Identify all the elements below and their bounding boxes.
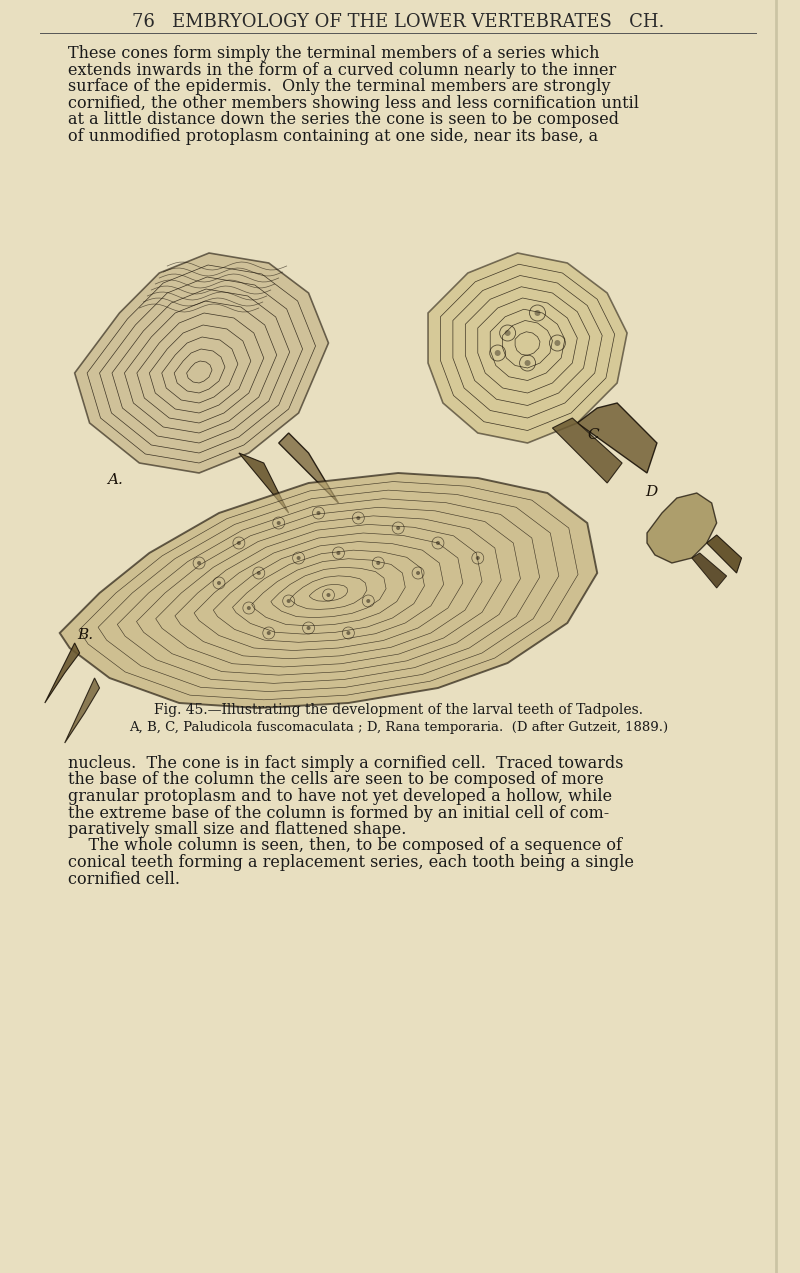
Circle shape (376, 561, 380, 565)
Circle shape (396, 526, 400, 530)
Circle shape (317, 510, 321, 516)
Circle shape (356, 516, 360, 519)
Circle shape (505, 330, 510, 336)
Circle shape (217, 580, 221, 586)
Polygon shape (647, 493, 717, 563)
Text: the base of the column the cells are seen to be composed of more: the base of the column the cells are see… (68, 771, 603, 788)
Circle shape (346, 631, 350, 635)
Circle shape (366, 600, 370, 603)
Polygon shape (553, 418, 622, 482)
Circle shape (297, 556, 301, 560)
Text: Fig. 45.—Illustrating the development of the larval teeth of Tadpoles.: Fig. 45.—Illustrating the development of… (154, 703, 642, 717)
Text: of unmodified protoplasm containing at one side, near its base, a: of unmodified protoplasm containing at o… (68, 127, 598, 145)
Text: extends inwards in the form of a curved column nearly to the inner: extends inwards in the form of a curved … (68, 61, 616, 79)
Polygon shape (239, 453, 289, 513)
Circle shape (277, 521, 281, 524)
Text: 76   EMBRYOLOGY OF THE LOWER VERTEBRATES   CH.: 76 EMBRYOLOGY OF THE LOWER VERTEBRATES C… (132, 13, 664, 31)
Text: at a little distance down the series the cone is seen to be composed: at a little distance down the series the… (68, 111, 618, 129)
Circle shape (257, 572, 261, 575)
Polygon shape (45, 643, 80, 703)
Text: A.: A. (107, 474, 123, 488)
Circle shape (534, 311, 541, 316)
Text: the extreme base of the column is formed by an initial cell of com-: the extreme base of the column is formed… (68, 805, 609, 821)
Polygon shape (60, 474, 598, 708)
Circle shape (247, 606, 251, 610)
Text: conical teeth forming a replacement series, each tooth being a single: conical teeth forming a replacement seri… (68, 854, 634, 871)
Circle shape (286, 600, 290, 603)
Circle shape (476, 556, 480, 560)
Circle shape (436, 541, 440, 545)
Circle shape (554, 340, 560, 346)
Text: paratively small size and flattened shape.: paratively small size and flattened shap… (68, 821, 406, 838)
Text: These cones form simply the terminal members of a series which: These cones form simply the terminal mem… (68, 45, 599, 62)
Text: cornified, the other members showing less and less cornification until: cornified, the other members showing les… (68, 94, 638, 112)
Circle shape (326, 593, 330, 597)
Text: cornified cell.: cornified cell. (68, 871, 180, 887)
Polygon shape (428, 253, 627, 443)
Text: A, B, C, Paludicola fuscomaculata ; D, Rana temporaria.  (D after Gutzeit, 1889.: A, B, C, Paludicola fuscomaculata ; D, R… (129, 721, 668, 735)
Polygon shape (278, 433, 338, 503)
Text: B.: B. (78, 628, 94, 642)
Circle shape (525, 360, 530, 367)
Circle shape (337, 551, 341, 555)
Polygon shape (74, 253, 329, 474)
Text: C: C (587, 428, 599, 442)
Circle shape (494, 350, 501, 356)
Polygon shape (706, 535, 742, 573)
Polygon shape (578, 404, 657, 474)
Text: granular protoplasm and to have not yet developed a hollow, while: granular protoplasm and to have not yet … (68, 788, 612, 805)
Circle shape (416, 572, 420, 575)
Circle shape (237, 541, 241, 545)
Text: D: D (645, 485, 658, 499)
Polygon shape (65, 679, 99, 743)
Circle shape (306, 626, 310, 630)
Text: surface of the epidermis.  Only the terminal members are strongly: surface of the epidermis. Only the termi… (68, 78, 610, 95)
Circle shape (266, 631, 270, 635)
Text: The whole column is seen, then, to be composed of a sequence of: The whole column is seen, then, to be co… (68, 838, 622, 854)
Text: nucleus.  The cone is in fact simply a cornified cell.  Traced towards: nucleus. The cone is in fact simply a co… (68, 755, 623, 771)
Circle shape (197, 561, 201, 565)
Polygon shape (692, 552, 726, 588)
